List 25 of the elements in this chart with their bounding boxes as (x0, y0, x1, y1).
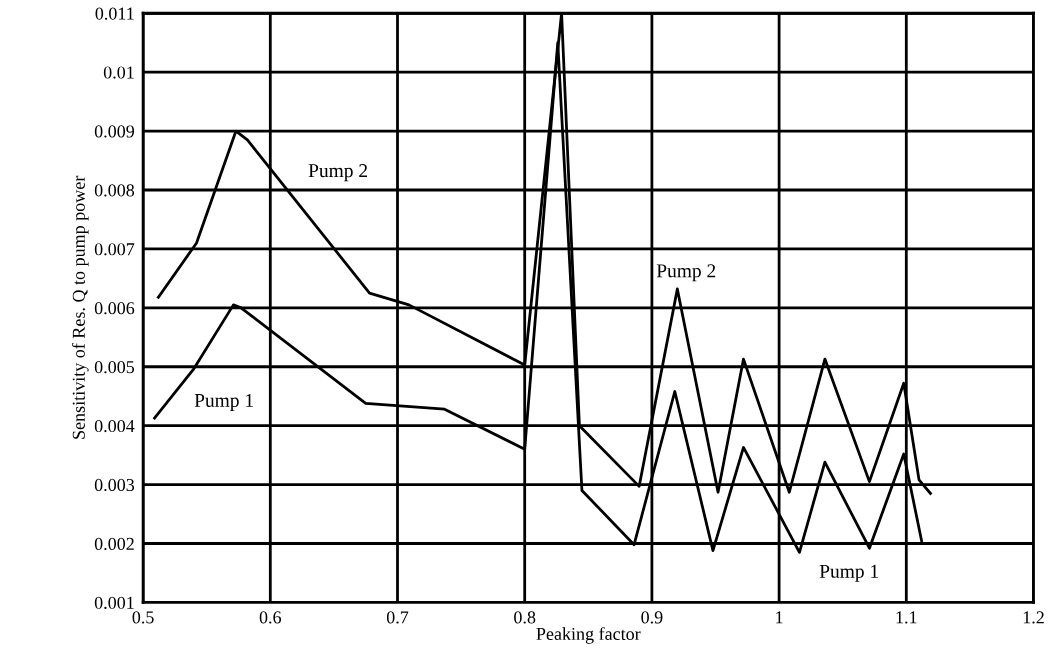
x-axis-title: Peaking factor (536, 627, 641, 644)
annotation: Pump 2 (308, 164, 368, 182)
x-tick-label: 0.6 (259, 611, 282, 624)
y-tick-label: 0.004 (94, 419, 135, 433)
y-tick-label: 0.003 (94, 478, 135, 492)
y-tick-label: 0.009 (94, 125, 135, 138)
x-tick-label: 0.7 (386, 611, 409, 624)
annotation: Pump 1 (819, 564, 878, 582)
y-tick-label: 0.005 (94, 361, 135, 374)
annotation: Pump 1 (194, 393, 253, 411)
x-tick-label: 0.5 (132, 611, 154, 624)
y-tick-label: 0.001 (94, 596, 134, 609)
x-tick-label: 1.2 (1023, 611, 1044, 624)
y-axis-title: Sensitivity of Res. Q to pump power (71, 175, 89, 439)
annotation: Pump 2 (656, 264, 716, 282)
y-tick-label: 0.007 (94, 243, 135, 256)
y-tick-label: 0.008 (94, 184, 135, 197)
x-tick-label: 1.1 (896, 611, 917, 624)
y-tick-label: 0.002 (94, 537, 134, 551)
x-tick-label: 0.8 (514, 611, 536, 624)
y-tick-label: 0.01 (103, 66, 134, 79)
y-tick-label: 0.011 (95, 7, 134, 20)
x-tick-label: 1 (776, 611, 783, 624)
x-tick-label: 0.9 (641, 611, 663, 624)
y-tick-label: 0.006 (94, 302, 135, 315)
